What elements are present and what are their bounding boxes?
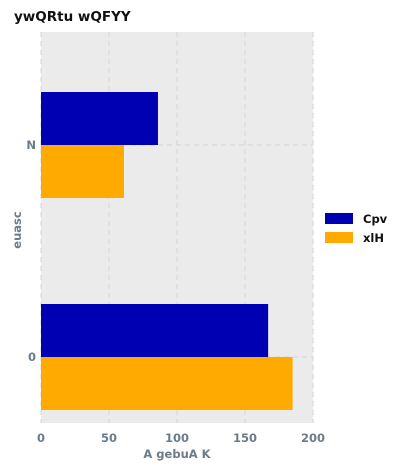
legend-label: Cpv <box>363 212 388 226</box>
y-tick-label: N <box>26 138 36 152</box>
x-tick-label: 50 <box>101 431 117 445</box>
y-axis-ticks: N0 <box>26 138 36 364</box>
legend-swatch <box>325 232 353 243</box>
bar-xlh-n <box>41 145 124 198</box>
bars <box>41 92 293 410</box>
bar-cpv-n <box>41 92 158 145</box>
x-tick-label: 150 <box>233 431 257 445</box>
x-axis-title: A gebuA K <box>143 447 211 461</box>
x-tick-label: 100 <box>165 431 189 445</box>
x-axis-ticks: 0 50 100 150 200 <box>37 431 325 445</box>
chart-title: ywQRtu wQFYY <box>14 9 131 25</box>
legend-label: xlH <box>363 231 384 245</box>
legend-swatch <box>325 213 353 224</box>
bar-xlh-0 <box>41 357 293 410</box>
x-tick-label: 0 <box>37 431 45 445</box>
y-tick-label: 0 <box>28 350 36 364</box>
legend: Cpv xlH <box>325 212 388 245</box>
x-tick-label: 200 <box>301 431 325 445</box>
y-axis-title: euasc <box>10 211 24 249</box>
bar-cpv-0 <box>41 304 269 357</box>
